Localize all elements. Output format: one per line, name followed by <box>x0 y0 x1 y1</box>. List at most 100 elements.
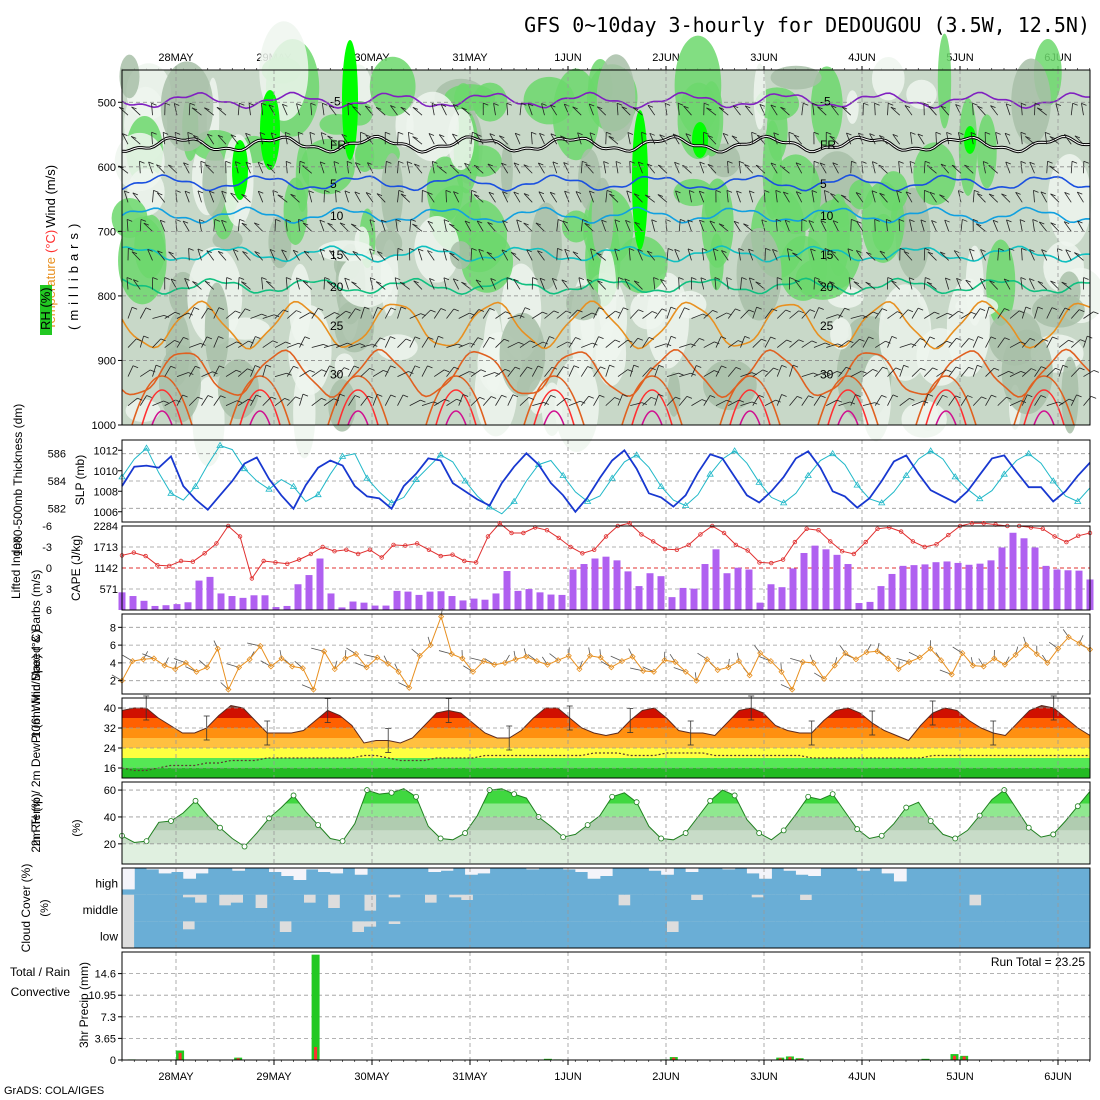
wind-barb <box>789 339 799 348</box>
cloud-cell <box>146 894 159 922</box>
wind-barb-flag <box>241 193 247 197</box>
wind-barb <box>126 277 129 290</box>
wind-barb-flag <box>755 281 761 285</box>
wind-barb-flag <box>360 131 366 135</box>
cloud-cell <box>194 921 208 948</box>
wind-barb-flag <box>182 394 188 398</box>
wind-barb <box>903 251 913 261</box>
wind-barb <box>755 281 766 290</box>
wind-barb <box>564 191 570 203</box>
li-marker <box>403 543 408 548</box>
wind-barb-flag <box>895 367 901 371</box>
wind-barb <box>407 132 411 145</box>
wind-barb <box>394 277 398 290</box>
cloud-cell <box>1004 868 1017 895</box>
wind-barb <box>506 103 509 116</box>
wind-barb <box>770 162 778 174</box>
wind-barb <box>230 134 239 145</box>
wind-barb <box>537 250 545 261</box>
wind-barb <box>127 397 138 406</box>
thickness-marker <box>559 471 567 478</box>
wind-barb-flag <box>773 367 779 371</box>
wind-barb-flag <box>649 132 655 136</box>
wind-barb <box>452 278 460 290</box>
wind-barb-flag <box>1020 160 1026 164</box>
wind-barb-flag <box>327 222 333 226</box>
wind-barb <box>728 399 740 406</box>
wind-barb <box>960 395 968 406</box>
cloud-cell <box>1065 868 1079 895</box>
wind-barb <box>286 396 296 406</box>
wind-barb-flag <box>770 104 777 108</box>
rh-contour-fill <box>596 54 636 142</box>
wind-barb-flag <box>736 190 742 194</box>
wind-barb-flag <box>126 277 133 280</box>
wind-barb <box>397 306 402 319</box>
wind-barb-flag <box>795 162 802 166</box>
wind-barb <box>248 103 251 116</box>
wind-barb <box>829 135 839 145</box>
wind-barb <box>813 277 816 290</box>
wind-barb-flag <box>390 394 396 398</box>
wind-barb-flag <box>868 336 874 340</box>
cloud-cell <box>787 921 801 948</box>
wind-barb <box>139 161 141 174</box>
cloud-cell <box>293 880 307 895</box>
wind-speed-marker <box>150 655 157 662</box>
wind-barb-flag <box>878 164 884 168</box>
wind-barb <box>629 309 639 319</box>
wind-speed-marker <box>1044 659 1051 666</box>
wind-barb-flag <box>351 223 357 227</box>
wind-barb <box>654 308 663 319</box>
cloud-cell <box>1041 894 1055 922</box>
wind-barb <box>1058 339 1069 348</box>
wind-barb <box>651 219 656 232</box>
wind-barb <box>928 105 937 116</box>
wind-speed-marker <box>874 648 881 655</box>
wind-barb <box>832 220 839 232</box>
wind-barb-flag <box>849 401 856 405</box>
wind-barb <box>225 341 237 348</box>
wind-barb <box>953 250 962 261</box>
cloud-cell <box>400 921 413 948</box>
wind-barb-flag <box>971 311 977 315</box>
wind-barb-flag <box>414 336 421 340</box>
wind-barb <box>122 133 129 145</box>
warm-contour <box>141 389 183 426</box>
thickness-marker <box>142 444 151 451</box>
rh-marker <box>609 793 616 800</box>
wind-barb-flag <box>678 102 684 106</box>
wind-barb <box>615 161 619 174</box>
wind-barb <box>627 132 631 145</box>
wind-barb-flag <box>390 336 396 340</box>
thickness-marker <box>853 481 861 488</box>
wind-barb <box>1046 307 1053 319</box>
cloud-cell <box>981 894 994 922</box>
wind-barb <box>442 248 447 261</box>
cloud-cell <box>918 868 932 895</box>
rh-band <box>122 830 1090 844</box>
wind-barb-flag <box>859 338 865 342</box>
li-marker <box>851 551 857 557</box>
wind-barb-flag <box>1041 366 1047 370</box>
li-marker <box>580 551 585 556</box>
li-marker <box>910 539 916 544</box>
wind-barb-flag <box>589 190 595 194</box>
wind-barb <box>706 107 717 116</box>
wind-barb-flag <box>377 307 383 310</box>
wind-barb <box>642 367 651 377</box>
wind-barb-flag <box>749 277 755 281</box>
wind-barb <box>874 103 876 116</box>
wind-barb-flag <box>715 189 721 193</box>
wind-barb-flag <box>321 369 327 373</box>
cloud-cell <box>799 921 813 948</box>
wind-barb <box>624 278 631 290</box>
wind-speed-marker <box>459 655 466 662</box>
cloud-cell <box>424 921 438 948</box>
wind-barb <box>787 248 790 261</box>
cloud-cell <box>896 921 909 948</box>
cloud-clear <box>293 868 307 880</box>
cloud-clear <box>526 868 540 870</box>
wind-barb-flag <box>321 132 327 135</box>
cape-bar <box>690 588 698 610</box>
